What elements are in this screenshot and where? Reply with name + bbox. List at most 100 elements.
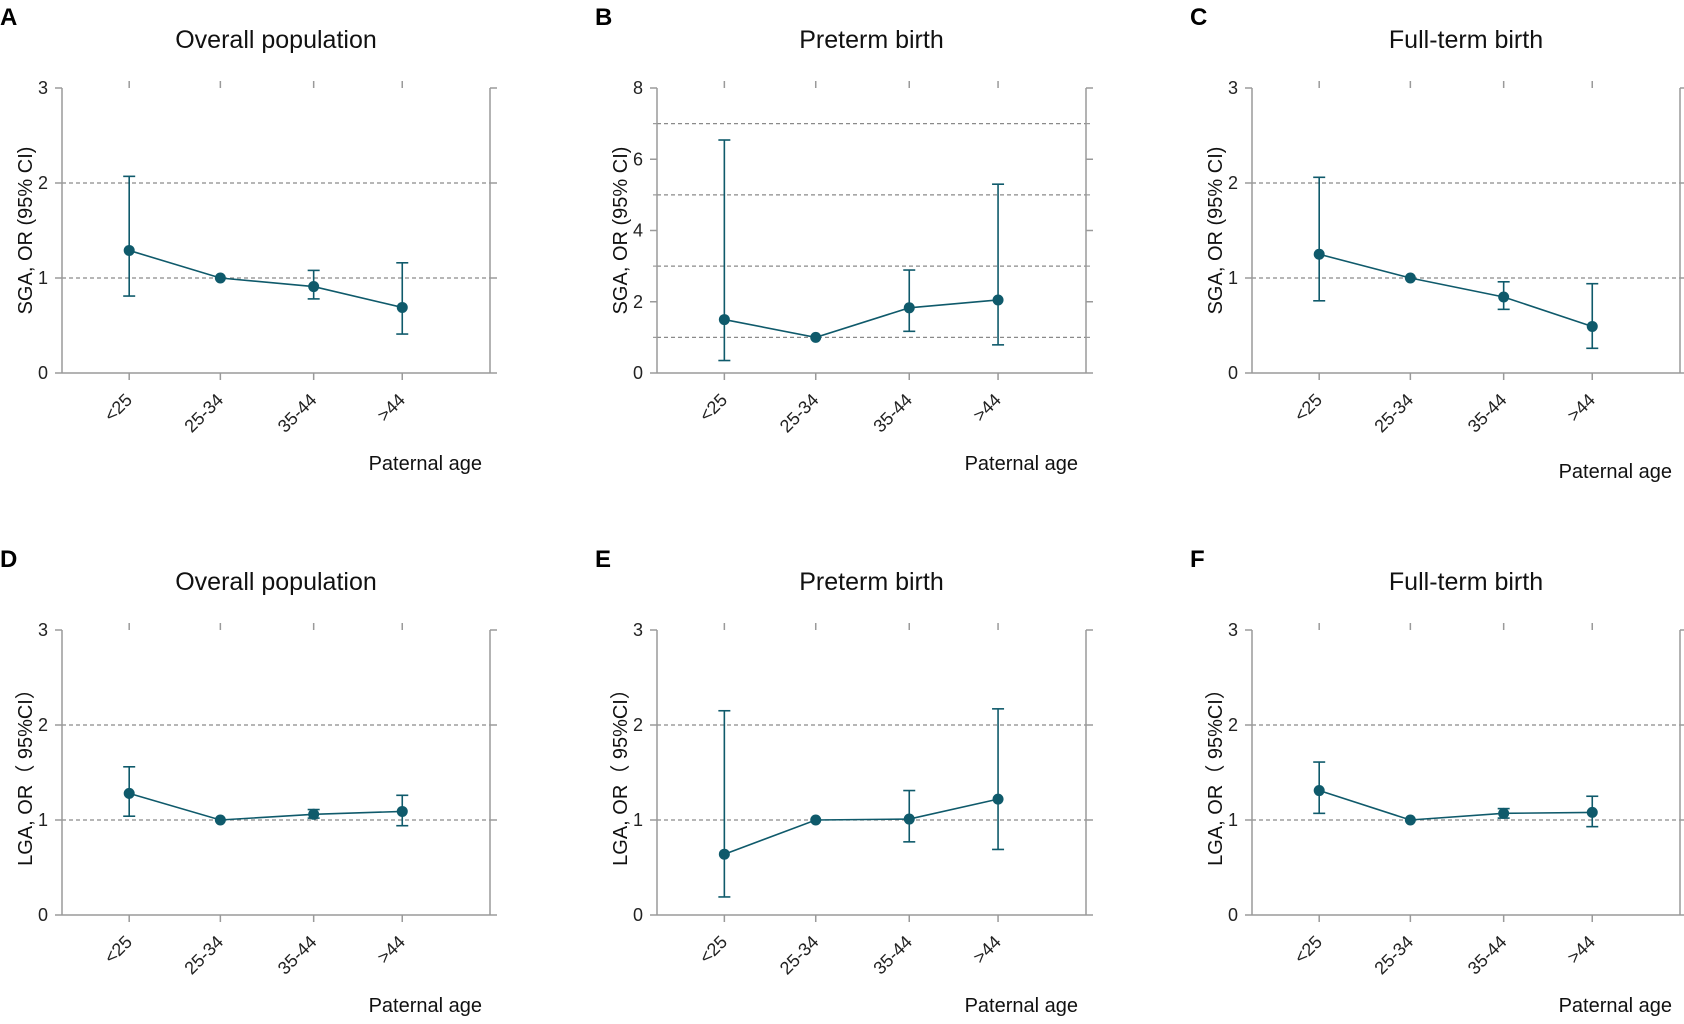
x-category-label: 35-44 bbox=[274, 932, 321, 979]
y-tick-label: 8 bbox=[633, 78, 643, 98]
x-category-label: 35-44 bbox=[1464, 390, 1511, 437]
x-category-label: 35-44 bbox=[869, 932, 916, 979]
panel-letter: B bbox=[595, 4, 612, 31]
x-category-label: 25-34 bbox=[180, 932, 227, 979]
x-axis-label: Paternal age bbox=[965, 995, 1078, 1017]
data-point bbox=[308, 808, 320, 820]
data-point bbox=[123, 787, 135, 799]
y-axis-label: LGA, OR（ 95%CI） bbox=[1204, 679, 1227, 866]
data-point bbox=[1313, 248, 1325, 260]
y-axis-label: LGA, OR（ 95%CI） bbox=[609, 679, 632, 866]
y-tick-label: 2 bbox=[1228, 173, 1238, 193]
y-tick-label: 6 bbox=[633, 149, 643, 169]
x-axis-label: Paternal age bbox=[1559, 461, 1672, 483]
y-tick-label: 1 bbox=[38, 810, 48, 830]
y-tick-label: 0 bbox=[633, 905, 643, 925]
panel-letter: D bbox=[0, 546, 17, 573]
data-point bbox=[1498, 807, 1510, 819]
y-tick-label: 2 bbox=[633, 292, 643, 312]
y-tick-label: 3 bbox=[1228, 620, 1238, 640]
data-point bbox=[214, 272, 226, 284]
data-point bbox=[903, 813, 915, 825]
panel-letter: E bbox=[595, 546, 611, 573]
data-point bbox=[810, 331, 822, 343]
panel-title: Preterm birth bbox=[799, 568, 943, 596]
y-axis-label: SGA, OR (95% CI) bbox=[610, 147, 632, 315]
panel-E: E Preterm birth 0 1 2 3 LGA, OR（ 95%CI） <25 25-3… bbox=[595, 546, 1093, 1017]
y-tick-label: 2 bbox=[633, 715, 643, 735]
panel-B: B Preterm birth 0 2 4 6 8 SGA, OR (95% CI) <25 25… bbox=[595, 4, 1093, 475]
x-category-label: 25-34 bbox=[776, 932, 823, 979]
data-point bbox=[718, 314, 730, 326]
data-point bbox=[1404, 814, 1416, 826]
y-tick-label: 0 bbox=[38, 905, 48, 925]
x-category-label: 25-34 bbox=[1370, 932, 1417, 979]
data-point bbox=[992, 793, 1004, 805]
data-point bbox=[1586, 320, 1598, 332]
panel-title: Overall population bbox=[175, 568, 377, 596]
x-category-label: >44 bbox=[1563, 390, 1599, 426]
x-category-label: 25-34 bbox=[776, 390, 823, 437]
x-axis-label: Paternal age bbox=[369, 995, 482, 1017]
y-tick-label: 1 bbox=[633, 810, 643, 830]
x-category-label: 35-44 bbox=[1464, 932, 1511, 979]
series-line bbox=[1318, 789, 1593, 821]
x-axis-label: Paternal age bbox=[369, 453, 482, 475]
data-point bbox=[1498, 291, 1510, 303]
x-category-label: <25 bbox=[1290, 932, 1326, 968]
panel-D: D Overall population 0 1 2 3 LGA, OR（ 95%CI） <2… bbox=[0, 546, 497, 1017]
y-tick-label: 0 bbox=[1228, 905, 1238, 925]
y-axis-label: SGA, OR (95% CI) bbox=[1205, 147, 1227, 315]
panel-title: Overall population bbox=[175, 26, 377, 54]
y-tick-label: 2 bbox=[1228, 715, 1238, 735]
y-tick-label: 3 bbox=[38, 620, 48, 640]
series-line bbox=[128, 792, 403, 821]
y-tick-label: 1 bbox=[1228, 810, 1238, 830]
x-category-label: 35-44 bbox=[274, 390, 321, 437]
y-tick-label: 3 bbox=[1228, 78, 1238, 98]
x-category-label: 35-44 bbox=[869, 390, 916, 437]
x-category-label: >44 bbox=[969, 932, 1005, 968]
panel-A: A Overall population 0 1 2 3 SGA, OR (95% CI) <… bbox=[0, 4, 497, 475]
data-point bbox=[992, 294, 1004, 306]
y-tick-label: 1 bbox=[1228, 268, 1238, 288]
panel-title: Preterm birth bbox=[799, 26, 943, 54]
y-tick-label: 4 bbox=[633, 221, 643, 241]
y-tick-label: 1 bbox=[38, 268, 48, 288]
y-tick-label: 3 bbox=[38, 78, 48, 98]
series-line bbox=[724, 798, 999, 855]
panel-title: Full-term birth bbox=[1389, 568, 1543, 596]
y-axis-label: LGA, OR（ 95%CI） bbox=[14, 679, 37, 866]
y-tick-label: 0 bbox=[38, 363, 48, 383]
series-line bbox=[724, 299, 999, 339]
panel-title: Full-term birth bbox=[1389, 26, 1543, 54]
data-point bbox=[810, 814, 822, 826]
panel-letter: A bbox=[0, 4, 17, 31]
panel-C: C Full-term birth 0 1 2 3 SGA, OR (95% CI) <25 2… bbox=[1190, 4, 1684, 483]
data-point bbox=[396, 301, 408, 313]
data-point bbox=[1404, 272, 1416, 284]
x-category-label: 25-34 bbox=[180, 390, 227, 437]
data-point bbox=[1586, 806, 1598, 818]
data-point bbox=[903, 302, 915, 314]
y-tick-label: 2 bbox=[38, 173, 48, 193]
data-point bbox=[308, 281, 320, 293]
x-category-label: <25 bbox=[1290, 390, 1326, 426]
data-point bbox=[1313, 785, 1325, 797]
x-category-label: <25 bbox=[695, 390, 731, 426]
y-axis-label: SGA, OR (95% CI) bbox=[15, 147, 37, 315]
y-tick-label: 0 bbox=[633, 363, 643, 383]
x-axis-label: Paternal age bbox=[1559, 995, 1672, 1017]
panel-F: F Full-term birth 0 1 2 3 LGA, OR（ 95%CI） <25 25… bbox=[1190, 546, 1684, 1017]
x-category-label: <25 bbox=[100, 390, 136, 426]
x-category-label: >44 bbox=[373, 390, 409, 426]
x-category-label: >44 bbox=[969, 390, 1005, 426]
y-tick-label: 3 bbox=[633, 620, 643, 640]
x-category-label: >44 bbox=[373, 932, 409, 968]
y-tick-label: 2 bbox=[38, 715, 48, 735]
x-category-label: <25 bbox=[100, 932, 136, 968]
series-line bbox=[1318, 253, 1593, 328]
x-category-label: 25-34 bbox=[1370, 390, 1417, 437]
data-point bbox=[718, 848, 730, 860]
